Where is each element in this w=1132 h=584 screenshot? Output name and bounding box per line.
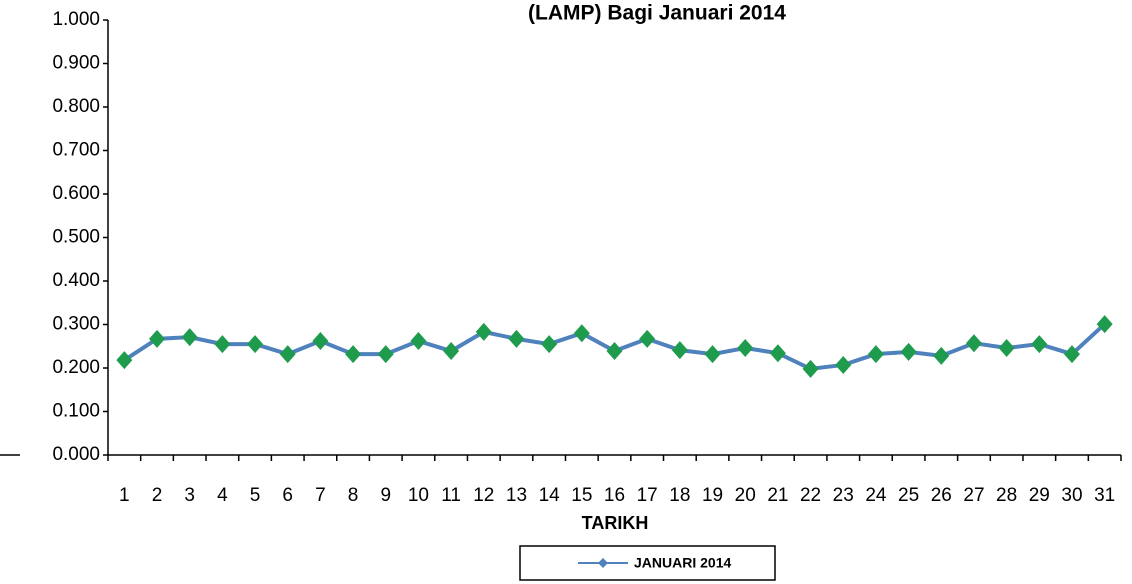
x-tick-label: 25 (898, 485, 919, 506)
x-tick-label: 21 (767, 485, 788, 506)
marker (410, 332, 427, 351)
marker (541, 335, 558, 354)
x-axis-label: TARIKH (582, 513, 649, 533)
x-tick-label: 19 (702, 485, 723, 506)
marker (802, 359, 819, 378)
marker (377, 345, 394, 364)
marker (704, 345, 721, 364)
y-tick-label: 0.800 (52, 96, 100, 117)
marker (671, 341, 688, 360)
x-tick-label: 9 (380, 485, 391, 506)
legend-box (519, 545, 776, 581)
y-tick-label: 0.000 (52, 444, 100, 465)
marker (1063, 345, 1080, 364)
marker (443, 342, 460, 361)
y-tick-label: 0.900 (52, 53, 100, 74)
x-tick-label: 14 (539, 485, 561, 506)
x-tick-label: 24 (865, 485, 887, 506)
y-tick-label: 0.600 (52, 183, 100, 204)
marker (737, 338, 754, 357)
x-tick-label: 12 (473, 485, 494, 506)
x-tick-label: 10 (408, 485, 429, 506)
x-tick-label: 27 (963, 485, 984, 506)
y-tick-label: 0.400 (52, 270, 100, 291)
y-tick-label: 0.100 (52, 401, 100, 422)
x-tick-label: 31 (1094, 485, 1115, 506)
x-tick-label: 17 (637, 485, 658, 506)
marker (312, 332, 329, 351)
x-tick-label: 22 (800, 485, 821, 506)
marker (181, 328, 198, 347)
chart-title: (LAMP) Bagi Januari 2014 (528, 2, 786, 25)
marker (345, 345, 362, 364)
x-tick-label: 5 (250, 485, 261, 506)
legend-marker (598, 558, 608, 568)
marker (933, 346, 950, 365)
marker (149, 329, 166, 348)
marker (214, 335, 231, 354)
marker (508, 329, 525, 348)
x-tick-label: 15 (571, 485, 592, 506)
y-tick-label: 0.200 (52, 357, 100, 378)
marker (639, 329, 656, 348)
marker (475, 322, 492, 341)
y-tick-label: 0.500 (52, 227, 100, 248)
marker (769, 344, 786, 363)
legend-label: JANUARI 2014 (634, 555, 731, 571)
x-tick-label: 8 (348, 485, 359, 506)
marker (867, 345, 884, 364)
marker (279, 345, 296, 364)
y-tick-label: 0.300 (52, 314, 100, 335)
x-tick-label: 6 (282, 485, 293, 506)
x-tick-label: 3 (184, 485, 195, 506)
x-tick-label: 20 (735, 485, 756, 506)
x-tick-label: 11 (441, 485, 461, 506)
marker (965, 334, 982, 353)
y-tick-label: 0.700 (52, 140, 100, 161)
marker (900, 342, 917, 361)
x-tick-label: 13 (506, 485, 527, 506)
marker (606, 342, 623, 361)
x-tick-label: 7 (315, 485, 326, 506)
x-tick-label: 4 (217, 485, 228, 506)
marker (998, 338, 1015, 357)
marker (1031, 335, 1048, 354)
marker (1096, 315, 1113, 334)
marker (573, 324, 590, 343)
x-tick-label: 16 (604, 485, 625, 506)
x-tick-label: 26 (931, 485, 952, 506)
x-tick-label: 29 (1029, 485, 1050, 506)
y-tick-label: 1.000 (52, 9, 100, 30)
x-tick-label: 2 (152, 485, 163, 506)
x-tick-label: 1 (119, 485, 130, 506)
marker (835, 355, 852, 374)
x-tick-label: 18 (669, 485, 690, 506)
x-tick-label: 30 (1061, 485, 1082, 506)
x-tick-label: 23 (833, 485, 854, 506)
marker (116, 351, 133, 370)
x-tick-label: 28 (996, 485, 1017, 506)
marker (247, 335, 264, 354)
